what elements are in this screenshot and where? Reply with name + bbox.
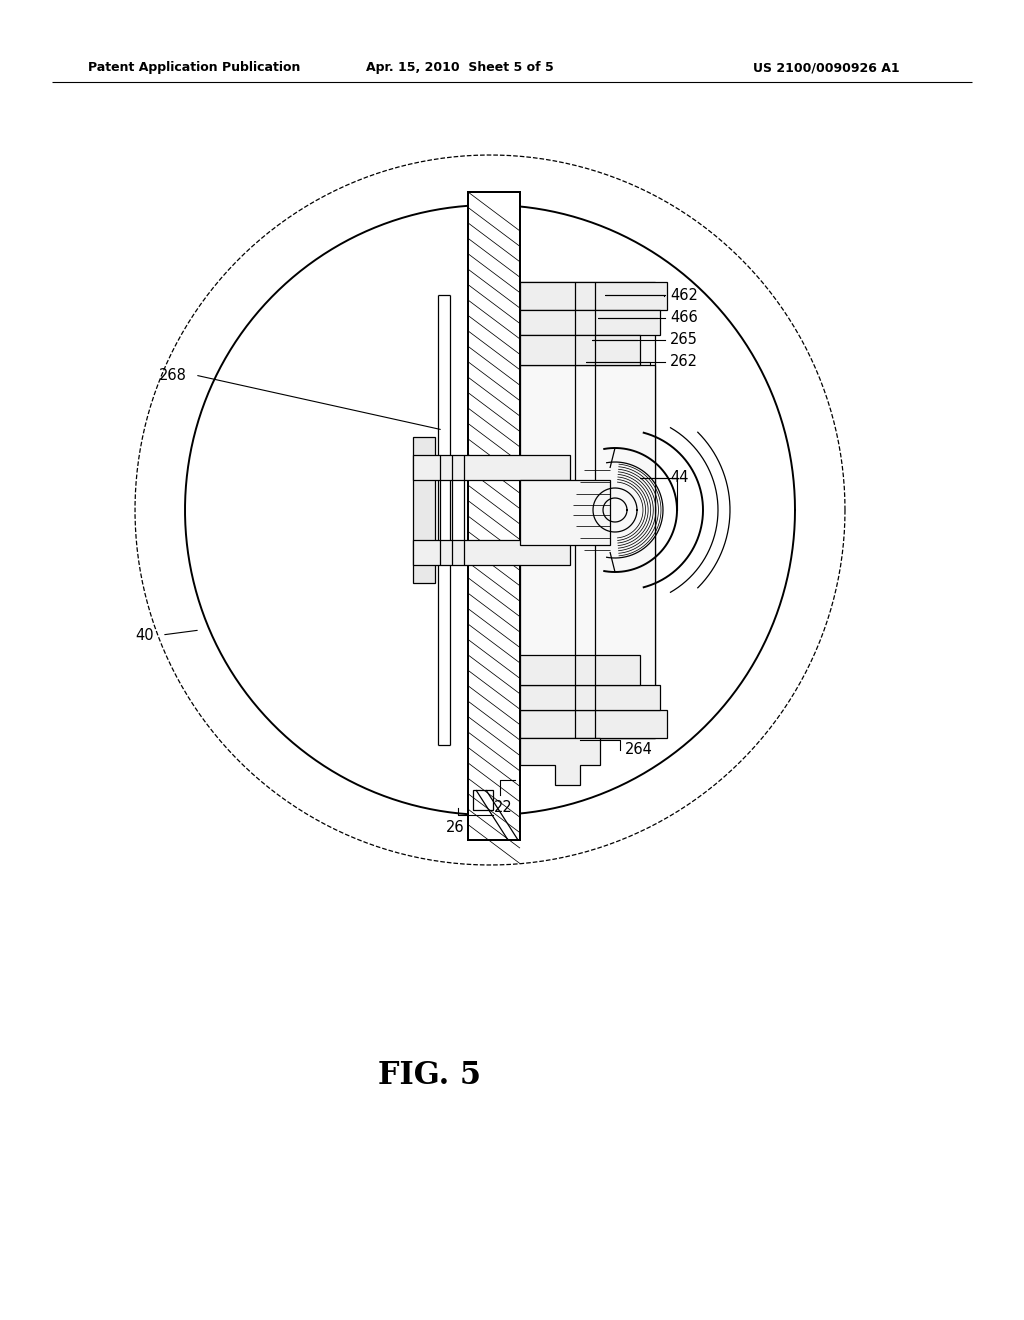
Text: FIG. 5: FIG. 5 [379,1060,481,1090]
Text: 466: 466 [670,310,697,326]
Text: US 2100/0090926 A1: US 2100/0090926 A1 [754,62,900,74]
Polygon shape [520,310,660,335]
Polygon shape [520,480,610,545]
Polygon shape [520,366,655,738]
Text: Apr. 15, 2010  Sheet 5 of 5: Apr. 15, 2010 Sheet 5 of 5 [367,62,554,74]
Text: 44: 44 [670,470,688,486]
Polygon shape [468,191,520,840]
Text: 26: 26 [445,820,464,836]
Text: 262: 262 [670,355,698,370]
Polygon shape [520,282,655,738]
Text: 40: 40 [135,627,154,643]
Polygon shape [413,437,435,583]
Polygon shape [413,455,570,480]
Text: 264: 264 [625,742,653,758]
Text: 265: 265 [670,333,698,347]
Text: 462: 462 [670,288,698,302]
Polygon shape [520,655,640,685]
Polygon shape [520,710,667,738]
Polygon shape [520,738,600,785]
Polygon shape [520,685,660,710]
Text: 268: 268 [159,367,187,383]
Polygon shape [413,540,570,565]
Text: 22: 22 [494,800,512,814]
Polygon shape [520,335,640,366]
Polygon shape [520,282,667,310]
Text: Patent Application Publication: Patent Application Publication [88,62,300,74]
